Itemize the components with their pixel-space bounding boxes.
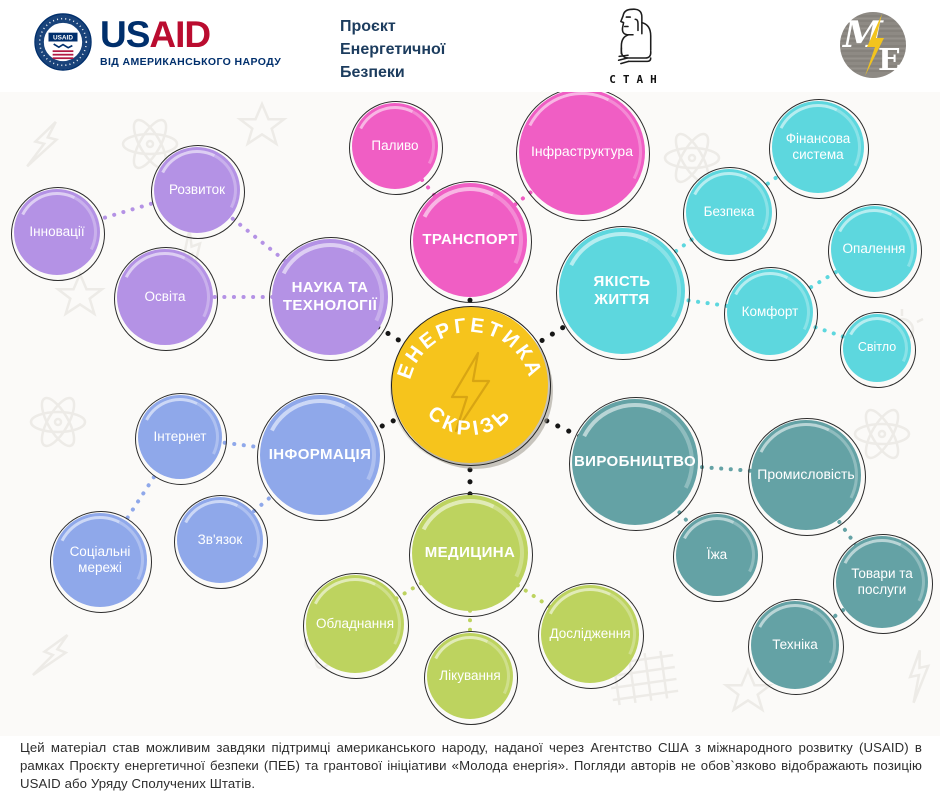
me-logo-icon: M E — [840, 12, 906, 78]
usaid-logo: USAID USAID ВІД АМЕРИКАНСЬКОГО НАРОДУ — [34, 13, 281, 71]
link-development-innovation — [55, 188, 199, 234]
link-transport-fuel — [393, 144, 472, 242]
node-center: ЕНЕРГЕТИКА СКРІЗЬ — [392, 307, 548, 463]
stan-figure-icon — [617, 8, 652, 65]
disclaimer-text: Цей матеріал став можливим завдяки підтр… — [20, 740, 922, 792]
usaid-wordmark: USAID — [100, 14, 211, 55]
link-center-science — [327, 294, 473, 388]
project-title: Проєкт Енергетичної Безпеки — [340, 18, 446, 82]
link-quality-safety — [620, 210, 731, 293]
link-goods-tech — [793, 580, 884, 647]
link-info-comms — [218, 453, 322, 542]
header: USAID USAID ВІД АМЕРИКАНСЬКОГО НАРОДУ Пр… — [0, 0, 940, 92]
svg-text:USAID: USAID — [53, 35, 73, 42]
stan-label: СТАН — [609, 73, 664, 86]
me-logo: M E — [838, 10, 908, 85]
svg-text:ЕНЕРГЕТИКА: ЕНЕРГЕТИКА — [393, 314, 547, 382]
link-production-food — [633, 460, 719, 557]
link-internet-social — [98, 435, 182, 562]
link-medicine-equipment — [353, 551, 472, 626]
link-quality-comfort — [620, 289, 772, 314]
link-medicine-research — [468, 551, 592, 636]
lightning-bolt-icon — [865, 14, 884, 76]
link-science-development — [195, 188, 332, 299]
link-safety-finance — [727, 145, 820, 214]
link-center-info — [317, 382, 473, 458]
link-comfort-light — [768, 310, 879, 350]
link-production-industry — [633, 460, 808, 477]
svg-text:E: E — [878, 43, 901, 78]
link-transport-infra — [468, 150, 584, 242]
link-industry-goods — [804, 473, 884, 584]
usaid-tagline: ВІД АМЕРИКАНСЬКОГО НАРОДУ — [100, 56, 282, 68]
stan-logo: СТАН — [597, 6, 669, 86]
link-comfort-heating — [768, 247, 876, 314]
svg-text:СКРІЗЬ: СКРІЗЬ — [423, 402, 517, 441]
usaid-seal-icon: USAID — [34, 13, 92, 71]
link-info-internet — [178, 435, 322, 457]
lightning-bolt-icon — [450, 351, 491, 433]
